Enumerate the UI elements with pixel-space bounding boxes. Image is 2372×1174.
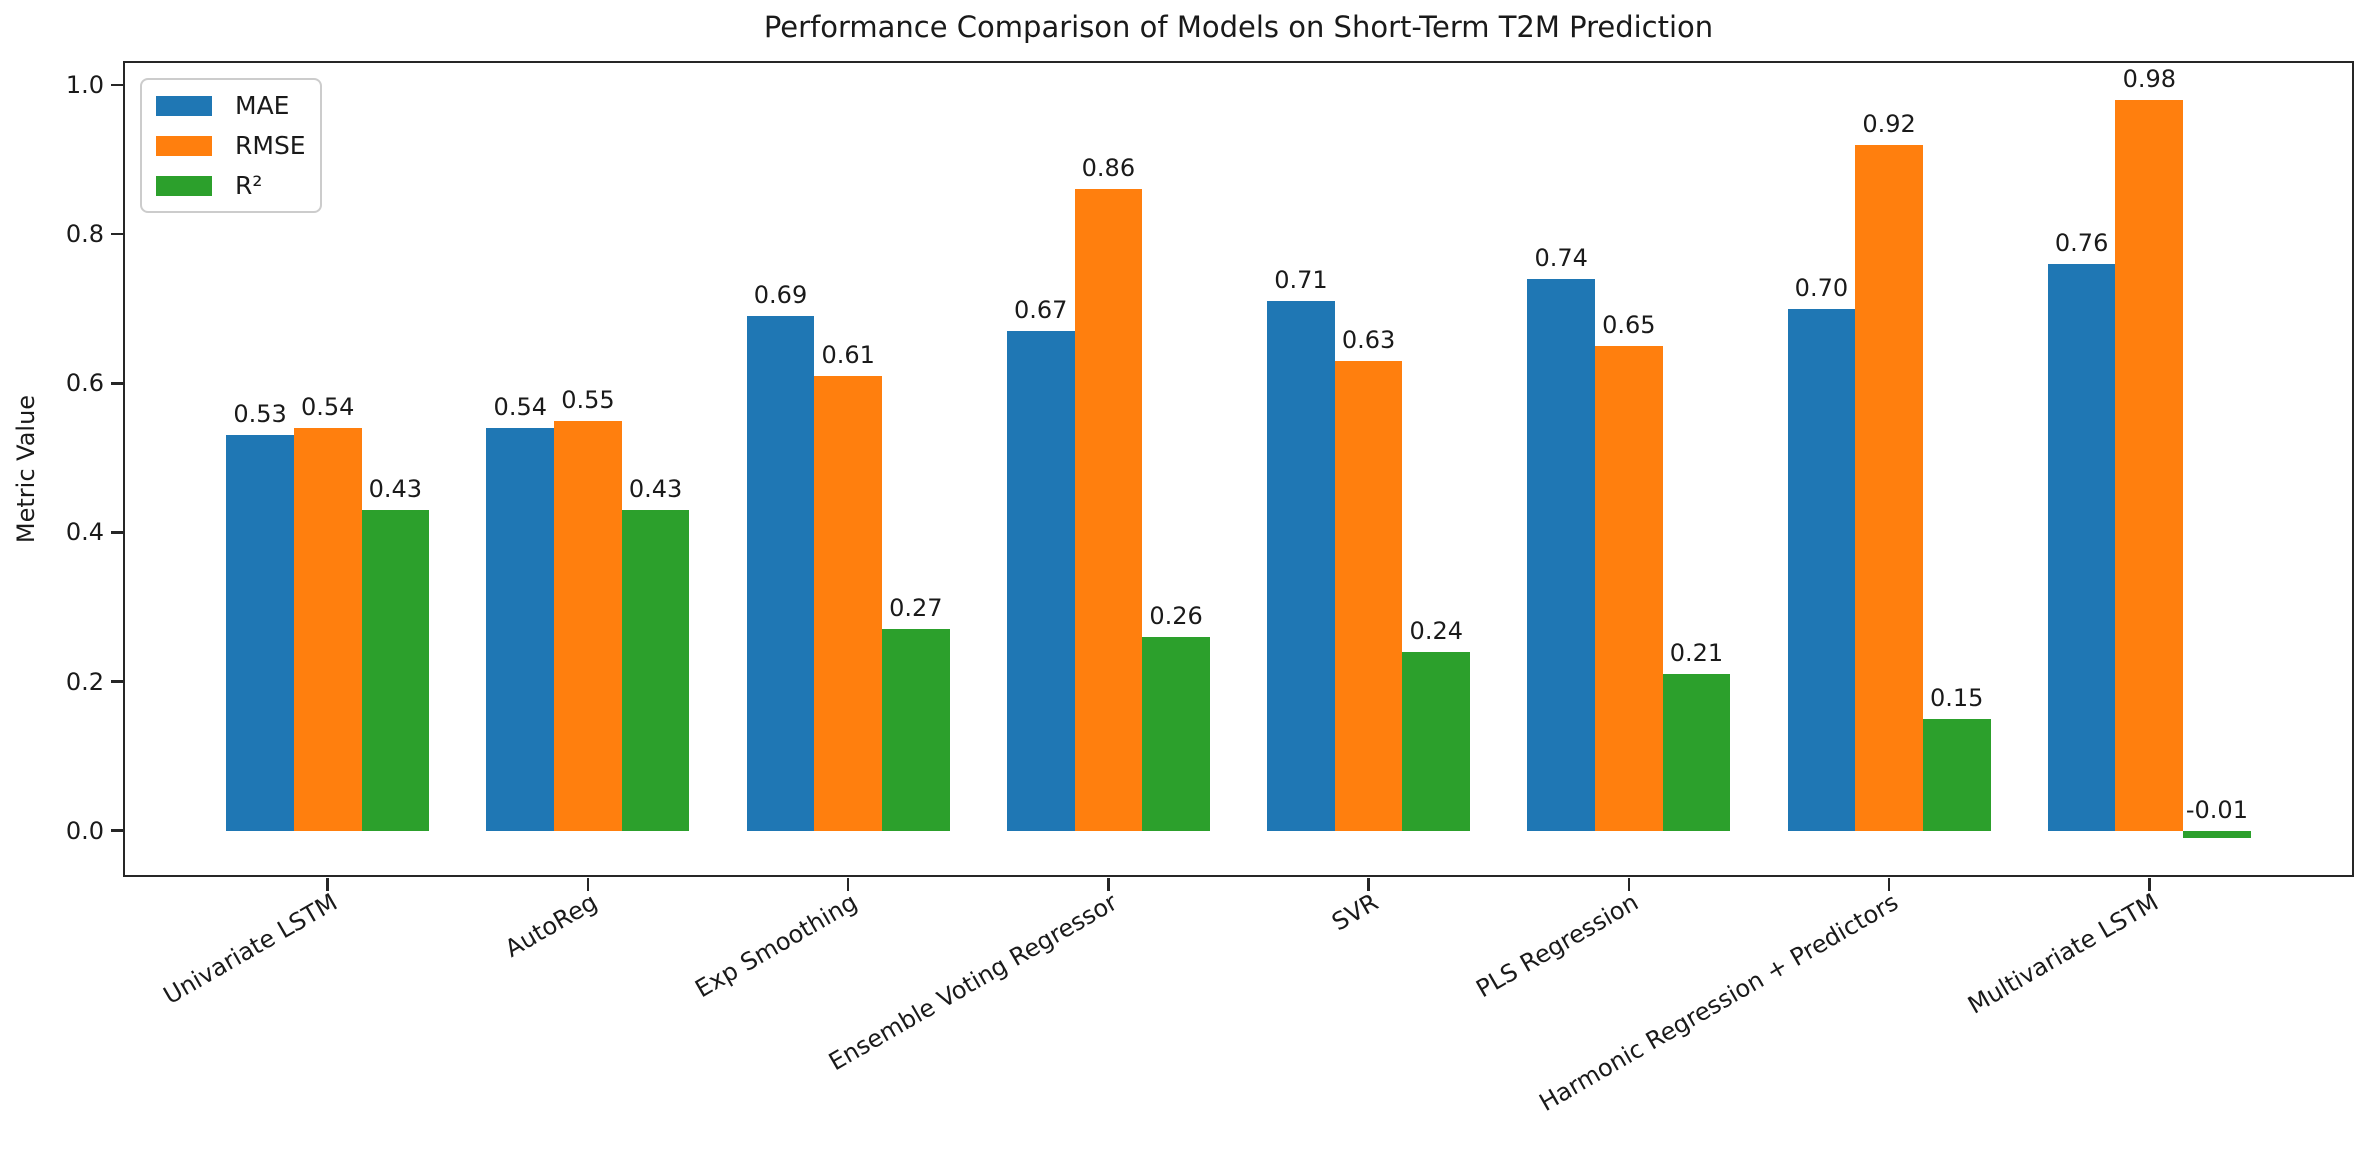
x-tick-mark <box>1887 877 1891 891</box>
x-tick-label: AutoReg <box>500 888 602 963</box>
bar-value-label: 0.74 <box>1534 243 1588 272</box>
bar-r² <box>1922 718 1991 831</box>
bar-value-label: 0.26 <box>1149 601 1203 630</box>
bar-value-label: 0.54 <box>300 392 355 421</box>
legend-swatch-r² <box>156 175 212 196</box>
bar-value-label: 0.27 <box>889 594 943 623</box>
legend-label: MAE <box>235 91 290 120</box>
y-tick-mark <box>111 680 124 683</box>
y-tick-mark <box>111 83 124 87</box>
bar-value-label: 0.70 <box>1794 273 1849 302</box>
y-tick-mark <box>111 382 124 385</box>
bar-value-label: 0.76 <box>2054 228 2109 257</box>
bar-r² <box>1402 651 1471 831</box>
x-tick-mark <box>2148 877 2151 891</box>
y-tick-label: 0.6 <box>65 369 104 398</box>
bar-rmse <box>293 427 362 831</box>
y-tick-mark <box>111 531 124 534</box>
bar-value-label: 0.92 <box>1862 109 1916 138</box>
legend-label: R² <box>235 171 263 200</box>
plot-area: 0.53 0.54 0.69 0.67 0.71 0.74 0.70 0.76 0.54 0.55… <box>125 63 2352 875</box>
y-tick-label: 0.0 <box>65 816 104 845</box>
bar-value-label: 0.63 <box>1341 325 1396 354</box>
legend-entry: MAE <box>156 90 306 121</box>
x-tick-mark <box>1107 877 1110 891</box>
bar-value-label: 0.65 <box>1602 310 1656 339</box>
x-tick-label: Ensemble Voting Regressor <box>824 888 1123 1077</box>
y-tick-label: 0.8 <box>65 220 104 249</box>
bar-value-label: 0.54 <box>493 392 547 421</box>
y-tick-mark <box>111 232 124 236</box>
x-tick-mark <box>846 877 850 891</box>
y-tick-label: 0.4 <box>65 518 104 547</box>
x-tick-mark <box>586 877 590 891</box>
bar-value-label: 0.53 <box>233 400 287 429</box>
bar-mae <box>486 427 555 831</box>
x-tick-mark <box>1367 877 1370 891</box>
bar-rmse <box>814 375 882 831</box>
legend-label: RMSE <box>235 131 306 160</box>
bar-r² <box>1662 674 1731 831</box>
x-tick-label: Exp Smoothing <box>690 888 863 1004</box>
bar-rmse <box>1334 360 1403 831</box>
bar-value-label: 0.24 <box>1409 616 1463 645</box>
bar-mae <box>1006 331 1075 831</box>
bar-rmse <box>1595 345 1663 831</box>
bar-rmse <box>1074 189 1143 831</box>
bar-value-label: 0.15 <box>1930 683 1984 712</box>
bar-value-label: 0.98 <box>2122 64 2176 93</box>
bar-value-label: -0.01 <box>2185 795 2248 824</box>
x-tick-label: SVR <box>1326 888 1383 937</box>
bar-value-label: 0.71 <box>1274 266 1328 295</box>
bar-mae <box>1527 278 1595 831</box>
bar-mae <box>226 435 294 831</box>
y-tick-mark <box>111 829 124 832</box>
bar-r² <box>621 510 690 831</box>
chart-title: Performance Comparison of Models on Shor… <box>763 10 1714 44</box>
bar-value-label: 0.86 <box>1081 154 1136 183</box>
legend-entry: RMSE <box>156 130 306 161</box>
bar-r² <box>2183 830 2251 839</box>
legend-entry: R² <box>156 170 306 201</box>
bar-mae <box>1787 308 1856 831</box>
x-tick-label: Univariate LSTM <box>158 888 342 1010</box>
bar-value-label: 0.21 <box>1669 639 1724 668</box>
bar-mae <box>1267 301 1335 831</box>
axes-frame <box>122 60 2354 877</box>
bar-r² <box>361 510 430 831</box>
y-tick-label: 1.0 <box>65 70 104 99</box>
legend-swatch-rmse <box>156 135 212 156</box>
y-tick-label: 0.2 <box>65 667 104 696</box>
bar-rmse <box>2115 99 2184 831</box>
x-tick-mark <box>326 877 329 891</box>
bar-value-label: 0.67 <box>1014 296 1068 325</box>
bar-r² <box>1142 636 1210 831</box>
bar-value-label: 0.69 <box>753 281 808 310</box>
bar-value-label: 0.43 <box>628 475 683 503</box>
bar-value-label: 0.55 <box>561 385 615 414</box>
bar-rmse <box>554 420 622 831</box>
bar-r² <box>881 629 950 831</box>
bar-value-label: 0.43 <box>368 475 423 503</box>
x-tick-mark <box>1627 877 1631 891</box>
legend-swatch-mae <box>156 95 212 116</box>
bar-value-label: 0.61 <box>821 340 875 369</box>
bar-mae <box>2047 263 2116 831</box>
x-tick-label: Multivariate LSTM <box>1963 888 2164 1020</box>
x-tick-label: PLS Regression <box>1471 888 1643 1004</box>
legend: MAE RMSE R² <box>140 78 322 213</box>
bar-rmse <box>1855 144 1923 831</box>
bar-mae <box>746 316 815 831</box>
